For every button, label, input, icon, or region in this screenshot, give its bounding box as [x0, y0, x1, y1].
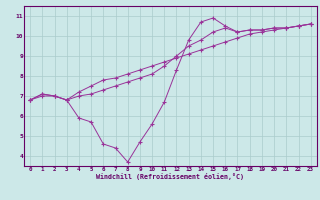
- X-axis label: Windchill (Refroidissement éolien,°C): Windchill (Refroidissement éolien,°C): [96, 173, 244, 180]
